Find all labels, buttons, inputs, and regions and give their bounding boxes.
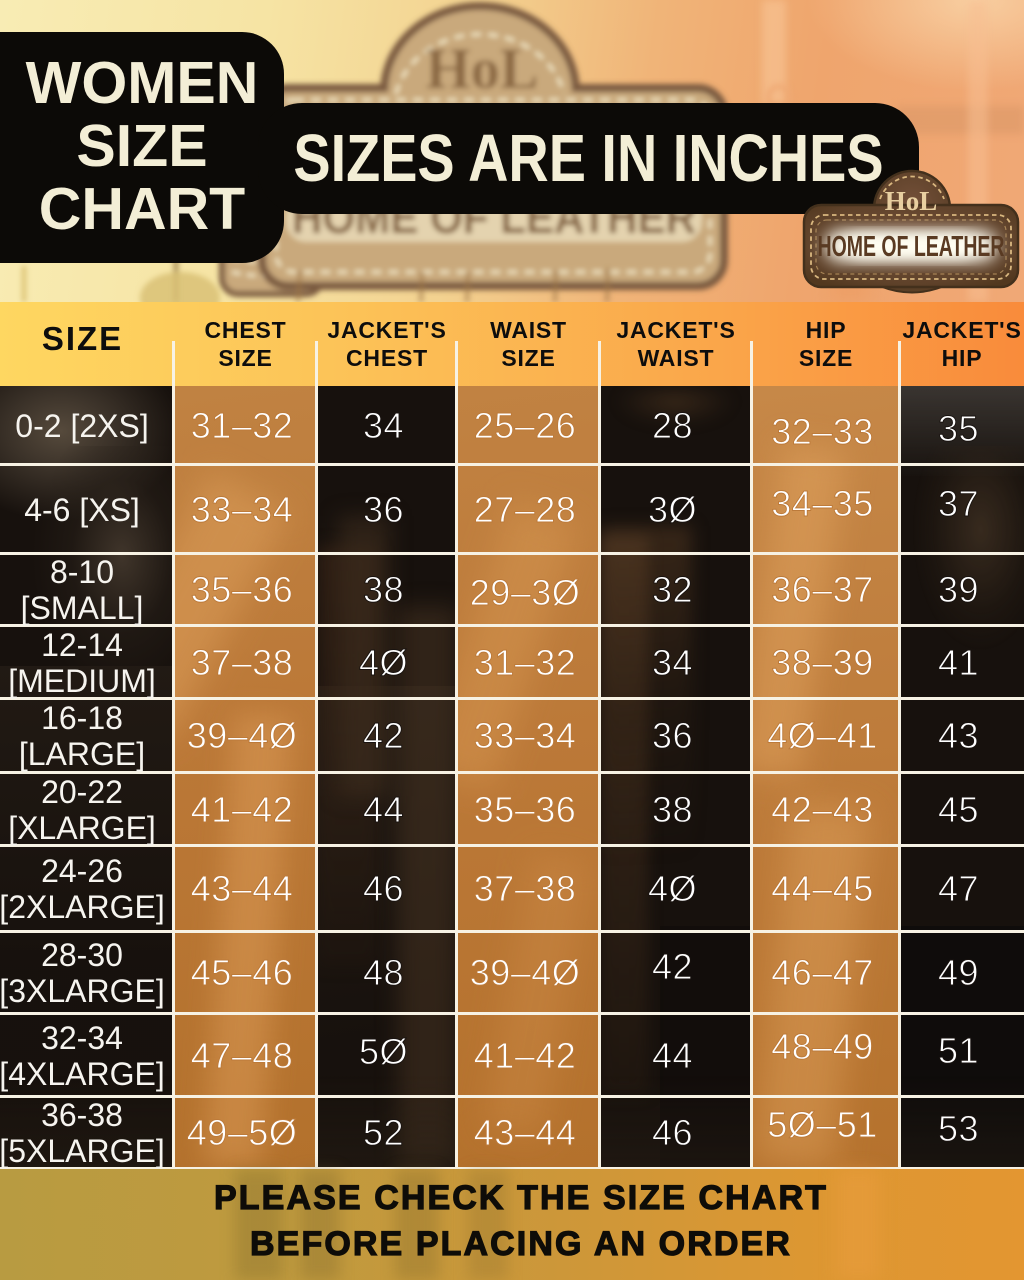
svg-text:HoL: HoL <box>885 186 938 216</box>
svg-text:HOME OF LEATHER: HOME OF LEATHER <box>818 231 1005 263</box>
svg-text:HoL: HoL <box>426 36 539 101</box>
